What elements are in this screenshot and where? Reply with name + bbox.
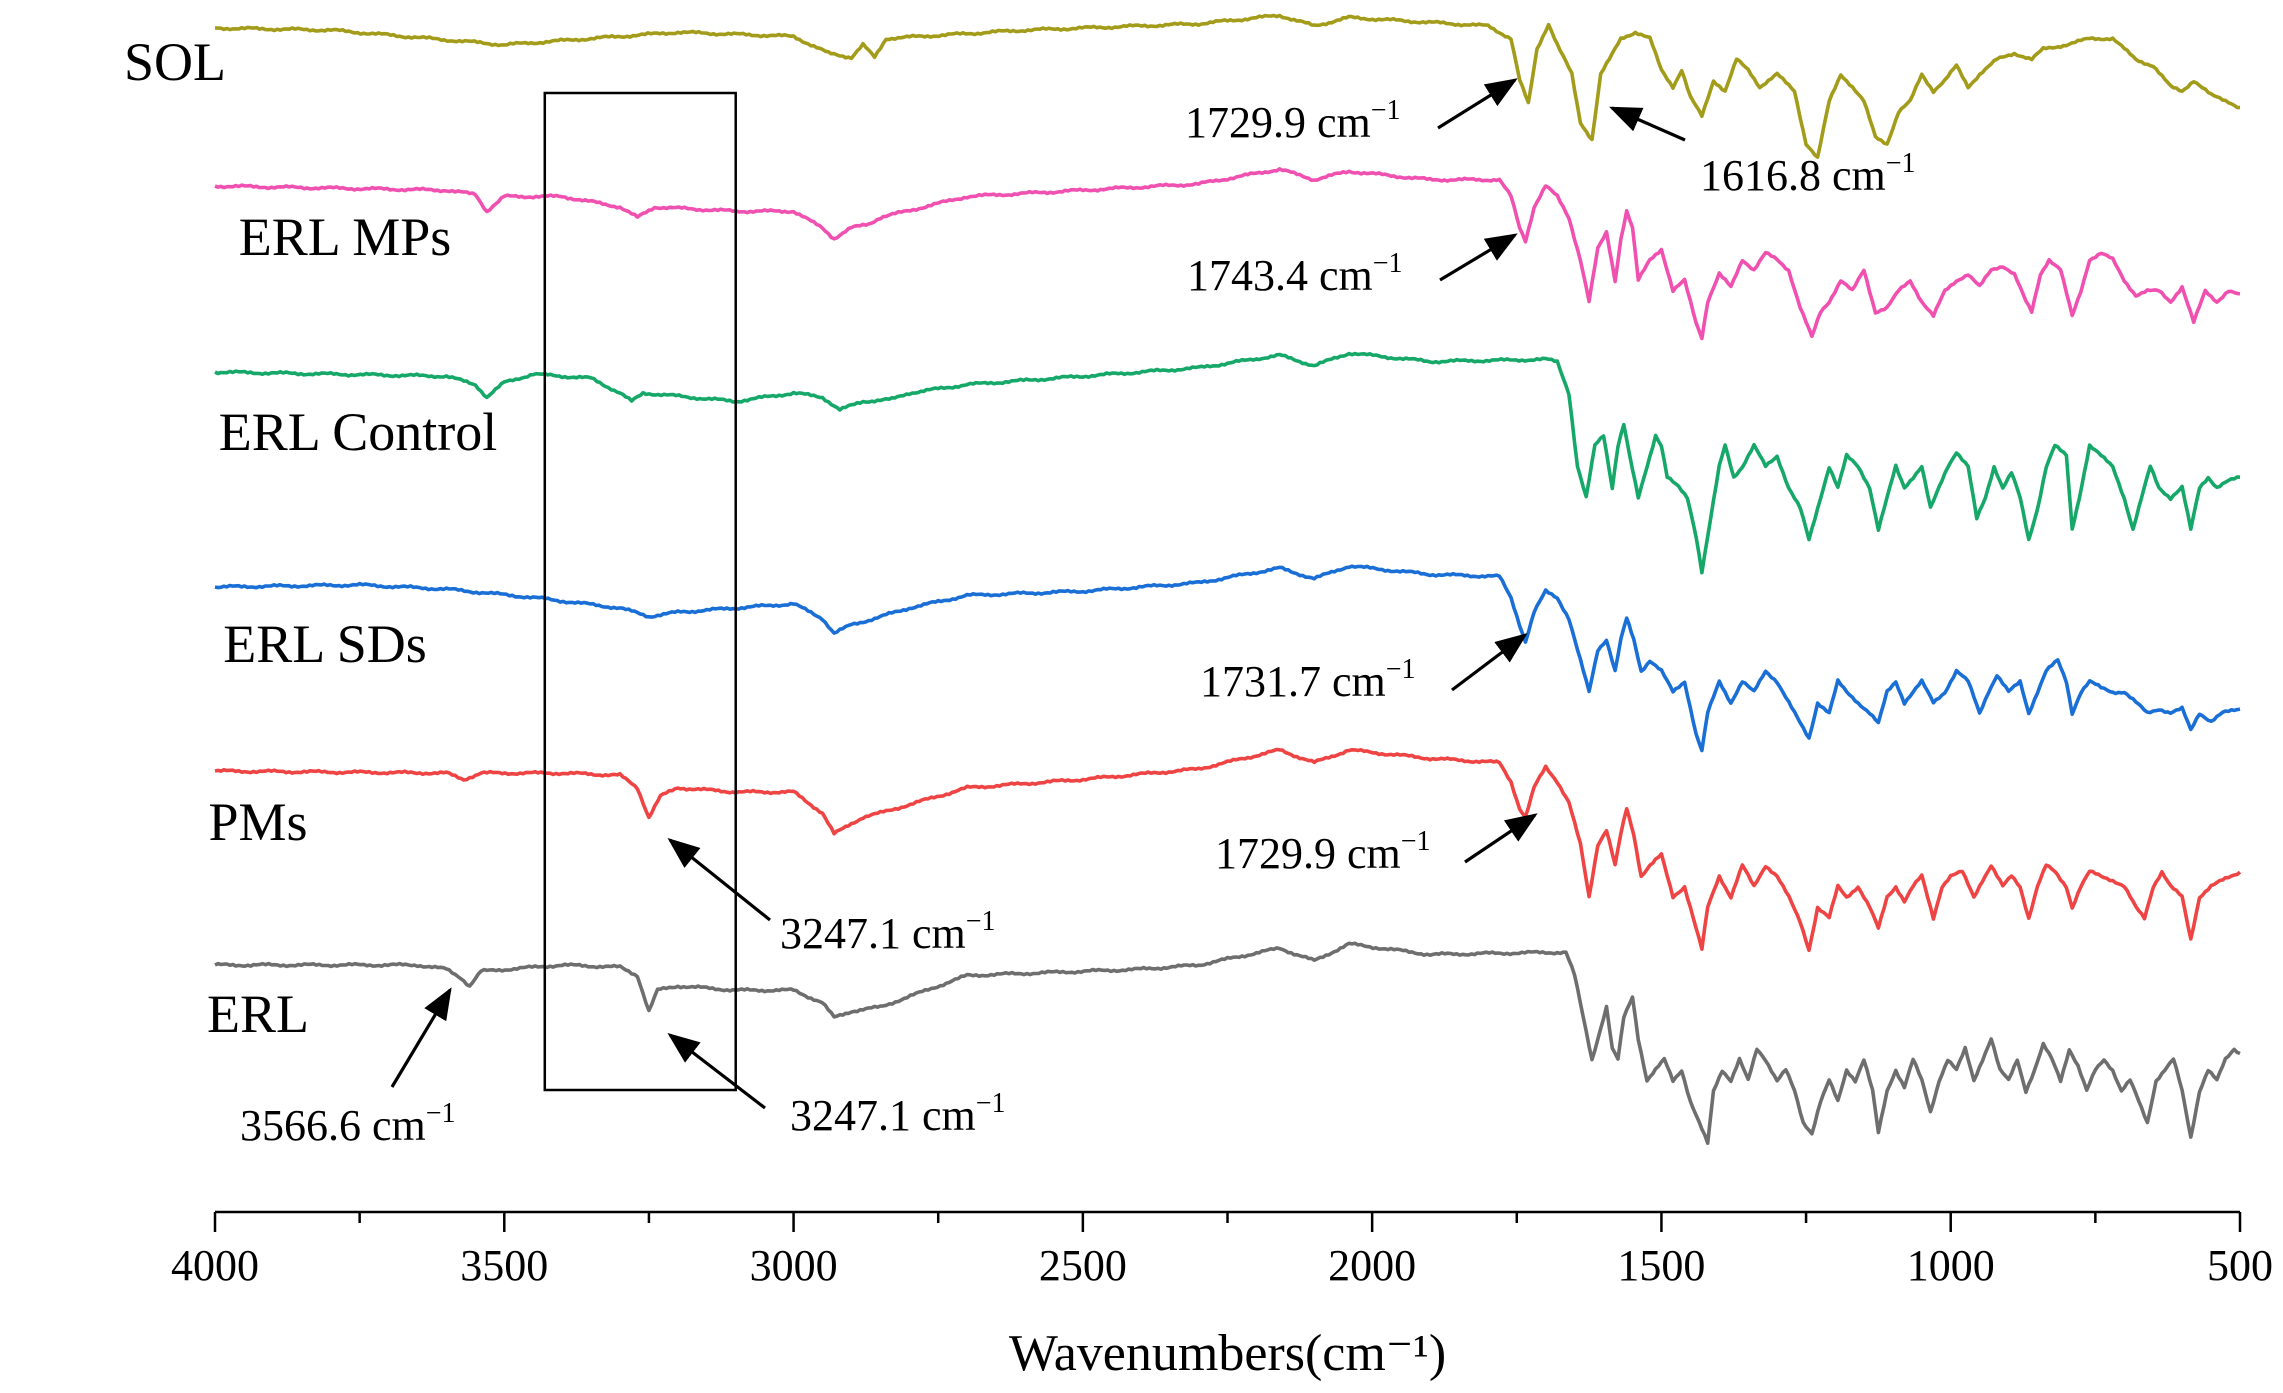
- x-tick-label: 2000: [1328, 1241, 1416, 1290]
- series-label-sol: SOL: [124, 32, 226, 92]
- annotation-label: 3247.1 cm−1: [790, 1088, 1006, 1140]
- annotation-erl-mps-1743-4: 1743.4 cm−1: [1187, 233, 1518, 300]
- annotation-arrow: [1609, 106, 1686, 142]
- series-label-erl: ERL: [207, 984, 309, 1044]
- annotation-erl-3566-6: 3566.6 cm−1: [240, 987, 456, 1150]
- x-axis-label: Wavenumbers(cm⁻¹): [1009, 1325, 1446, 1382]
- series-label-erl-mps: ERL MPs: [239, 207, 452, 267]
- annotation-pms-1729-9: 1729.9 cm−1: [1215, 813, 1538, 878]
- annotation-sol-1616-8: 1616.8 cm−1: [1609, 106, 1916, 200]
- x-tick-label: 2500: [1039, 1241, 1127, 1290]
- highlight-box: [543, 91, 737, 1092]
- annotation-erl-3247-1: 3247.1 cm−1: [667, 1033, 1006, 1140]
- annotation-label: 1729.9 cm−1: [1215, 826, 1431, 878]
- x-tick-label: 500: [2207, 1241, 2273, 1290]
- x-tick-label: 3500: [460, 1241, 548, 1290]
- series-label-erl-sds: ERL SDs: [223, 614, 427, 674]
- annotation-pms-3247-1: 3247.1 cm−1: [667, 838, 996, 958]
- series-line-sol: [214, 13, 2241, 159]
- annotation-erl-sds-1731-7: 1731.7 cm−1: [1200, 633, 1528, 706]
- annotation-arrow: [1464, 813, 1538, 864]
- annotation-label: 1729.9 cm−1: [1185, 95, 1401, 147]
- series-label-erl-control: ERL Control: [219, 402, 498, 462]
- series-line-erl-sds: [214, 564, 2241, 753]
- annotation-label: 3566.6 cm−1: [240, 1098, 456, 1150]
- annotation-sol-1729-9: 1729.9 cm−1: [1185, 78, 1518, 147]
- series-line-erl: [214, 941, 2241, 1145]
- series-label-pms: PMs: [208, 792, 307, 852]
- x-tick-label: 4000: [171, 1241, 259, 1290]
- annotation-label: 1731.7 cm−1: [1200, 654, 1416, 706]
- series-line-erl-control: [214, 351, 2241, 575]
- annotation-arrow: [1437, 78, 1518, 130]
- annotation-arrow: [667, 1033, 766, 1110]
- annotation-label: 3247.1 cm−1: [780, 906, 996, 958]
- series-line-pms: [214, 747, 2242, 953]
- x-tick-label: 1500: [1617, 1241, 1705, 1290]
- x-tick-label: 1000: [1907, 1241, 1995, 1290]
- series-line-erl-mps: [214, 167, 2241, 341]
- annotation-arrow: [390, 987, 452, 1088]
- annotation-arrow: [667, 838, 771, 922]
- annotation-arrow: [1451, 633, 1528, 692]
- annotation-label: 1743.4 cm−1: [1187, 248, 1403, 300]
- annotation-arrow: [1439, 233, 1518, 282]
- annotation-label: 1616.8 cm−1: [1700, 148, 1916, 200]
- x-tick-label: 3000: [750, 1241, 838, 1290]
